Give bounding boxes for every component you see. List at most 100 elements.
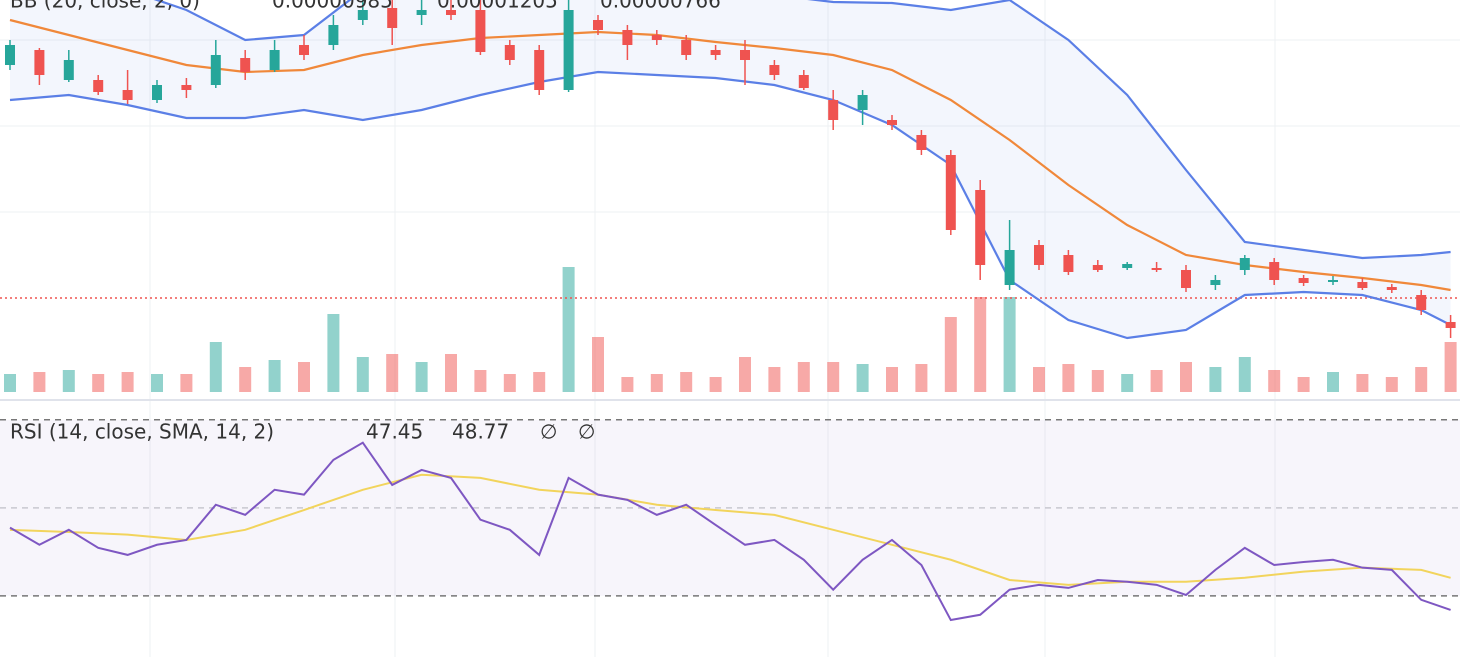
candle-body: [1063, 255, 1074, 272]
candle-body: [299, 45, 309, 55]
rsi-line: [9, 441, 1451, 622]
volume-bar: [386, 354, 399, 392]
volume-bar: [1091, 370, 1104, 392]
volume-bar: [474, 370, 487, 392]
candle-body: [269, 50, 280, 70]
candle-body: [1004, 250, 1015, 285]
candle-body: [1328, 280, 1338, 282]
candle-body: [1122, 264, 1133, 268]
candle-body: [240, 58, 251, 72]
candle-body: [622, 30, 633, 45]
volume-bar: [797, 362, 810, 392]
candle-body: [1445, 322, 1456, 328]
bb-legend-value: 0.00001205: [437, 0, 558, 13]
candle-body: [122, 90, 133, 100]
candle-body: [1034, 245, 1044, 265]
volume-bar: [562, 267, 575, 392]
candle-body: [740, 50, 750, 60]
volume-bar: [1327, 372, 1339, 392]
candle-body: [681, 40, 692, 55]
rsi-legend-value: ∅: [540, 420, 557, 444]
candle-body: [93, 80, 104, 92]
volume-bar: [1297, 377, 1310, 392]
volume-bar: [827, 362, 840, 392]
volume-bar: [4, 374, 16, 392]
volume-bar: [92, 374, 105, 392]
volume-bar: [709, 377, 722, 392]
candle-body: [1181, 270, 1191, 288]
volume-bar: [1444, 342, 1457, 392]
volume-bar: [1356, 374, 1369, 392]
candle-body: [916, 135, 927, 150]
volume-bar: [621, 377, 634, 392]
candle-body: [1416, 295, 1427, 310]
volume-bar: [1385, 377, 1398, 392]
volume-bar: [415, 362, 428, 392]
candle-body: [857, 95, 868, 110]
candle-body: [504, 45, 515, 60]
volume-bar: [327, 314, 340, 392]
bb-legend-title: BB (20, close, 2, 0): [10, 0, 200, 13]
volume-bar: [944, 317, 957, 392]
volume-bar: [1180, 362, 1192, 392]
volume-bar: [886, 367, 898, 392]
candle-body: [593, 20, 603, 30]
volume-bar: [1150, 370, 1163, 392]
candle-body: [446, 10, 456, 15]
rsi-legend-value: ∅: [578, 420, 595, 444]
volume-bar: [121, 372, 134, 392]
candle-body: [5, 45, 15, 65]
volume-bar: [268, 360, 281, 392]
candle-body: [563, 10, 574, 90]
candle-body: [34, 50, 45, 75]
volume-bar: [739, 357, 751, 392]
volume-bar: [533, 372, 546, 392]
volume-bar: [151, 374, 163, 392]
volume-bar: [974, 297, 987, 392]
candle-body: [210, 55, 221, 85]
candle-body: [1298, 278, 1309, 283]
candle-body: [475, 10, 486, 52]
candle-body: [945, 155, 956, 230]
volume-bar: [180, 374, 193, 392]
candle-body: [387, 8, 398, 28]
volume-bar: [445, 354, 457, 392]
volume-bar: [1033, 367, 1045, 392]
candle-body: [651, 35, 662, 40]
candle-body: [328, 25, 339, 45]
volume-bar: [298, 362, 310, 392]
rsi-sma-line: [9, 473, 1451, 586]
candle-body: [152, 85, 162, 100]
candle-body: [1386, 287, 1397, 290]
volume-bar: [1003, 297, 1016, 392]
volume-bar: [209, 342, 222, 392]
legends: BB (20, close, 2, 0) RSI (14, close, SMA…: [10, 0, 721, 444]
volume-bar: [915, 364, 928, 392]
candle-body: [63, 60, 74, 80]
candle-body: [975, 190, 986, 265]
candle-body: [1092, 265, 1103, 270]
volume-bar: [356, 357, 369, 392]
volume-bar: [768, 367, 781, 392]
volume-bar: [1238, 357, 1251, 392]
rsi-legend-value: 47.45: [366, 420, 423, 444]
candle-body: [887, 120, 897, 125]
rsi-pane: [0, 419, 1460, 622]
volume-bar: [1062, 364, 1075, 392]
candle-body: [828, 100, 839, 120]
candle-body: [534, 50, 545, 90]
volume-bar: [1121, 374, 1134, 392]
candle-body: [1269, 262, 1280, 280]
volume-bar: [33, 372, 46, 392]
volume-bar: [1415, 367, 1428, 392]
volume-bar: [650, 374, 663, 392]
candle-body: [416, 10, 427, 15]
candle-body: [357, 10, 368, 20]
candle-body: [1357, 282, 1368, 288]
bb-upper-line: [153, 0, 1451, 260]
band-fill: [10, 0, 1451, 338]
volume-bar: [1209, 367, 1222, 392]
candle-body: [710, 50, 721, 55]
volume-bar: [680, 372, 693, 392]
